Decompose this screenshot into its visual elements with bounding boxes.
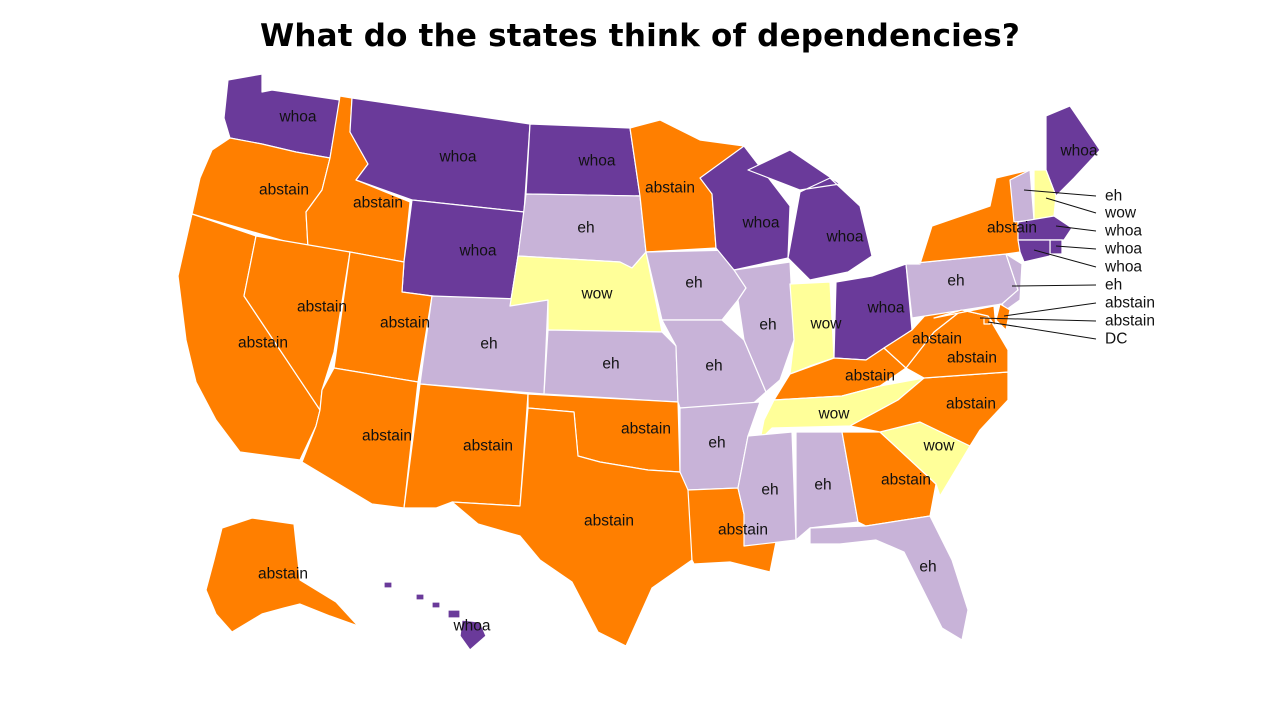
state-ma [1017,215,1073,241]
state-label-ok: abstain [621,421,671,438]
state-label-il: eh [759,317,776,334]
state-label-mn: abstain [645,180,695,197]
callout-label-de: abstain [1105,295,1155,312]
callout-label-md: abstain [1105,313,1155,330]
callout-label-nh: wow [1104,205,1137,222]
state-label-sc: wow [922,438,955,455]
state-label-co: eh [480,336,497,353]
state-label-sd: eh [577,220,594,237]
state-label-wy: whoa [458,243,496,260]
state-label-ak: abstain [258,566,308,583]
state-label-va: abstain [947,350,997,367]
callout-line-ma [1055,225,1097,232]
state-ri [1049,239,1063,255]
state-fl [809,515,969,641]
state-label-mi: whoa [825,229,863,246]
state-label-ny: abstain [987,220,1037,237]
state-label-ut: abstain [380,315,430,332]
state-label-ar: eh [708,435,725,452]
state-label-ky: abstain [845,368,895,385]
state-vt [1009,169,1035,223]
state-ct [1017,239,1051,263]
callout-line-ri [1055,245,1097,250]
state-label-tx: abstain [584,513,634,530]
callout-label-ma: whoa [1104,223,1142,240]
map-title: What do the states think of dependencies… [259,18,1021,54]
state-label-az: abstain [362,428,412,445]
labels-layer: whoa abstain abstain whoa whoa abstain whoa who… [238,109,1098,635]
state-label-hi: whoa [452,618,490,635]
callout-line-nh [1045,197,1097,214]
state-label-tn: wow [817,406,850,423]
state-label-nm: abstain [463,438,513,455]
state-tx [451,407,693,647]
state-label-nc: abstain [946,396,996,413]
callout-line-dc [987,321,1097,340]
state-label-wv: abstain [912,331,962,348]
state-az [301,367,419,509]
states-layer [177,73,1101,651]
state-label-al: eh [814,477,831,494]
state-label-or: abstain [259,182,309,199]
state-label-ne: wow [580,286,613,303]
state-hi [383,581,487,651]
state-mi [747,149,873,281]
state-ak [205,517,359,633]
callout-label-ct: whoa [1104,259,1142,276]
state-label-in: wow [809,316,842,333]
state-label-ca: abstain [238,335,288,352]
state-label-ga: abstain [881,472,931,489]
callout-label-dc: DC [1105,331,1127,348]
state-label-la: abstain [718,522,768,539]
state-label-oh: whoa [866,300,904,317]
callout-label-nj: eh [1105,277,1122,294]
state-al [795,431,859,541]
state-label-ms: eh [761,482,778,499]
state-dc [983,317,991,325]
callout-line-ct [1033,249,1097,268]
state-label-nv: abstain [297,299,347,316]
callout-label-vt: eh [1105,188,1122,205]
callout-line-vt [1023,189,1097,197]
state-label-wi: whoa [741,215,779,232]
state-label-me: whoa [1059,143,1097,160]
callout-line-nj [1011,284,1097,287]
state-nh [1033,169,1057,221]
state-label-wa: whoa [278,109,316,126]
state-md [933,305,1009,345]
callout-line-de [1003,302,1097,317]
state-in [789,281,835,375]
state-ms [737,431,797,547]
state-label-pa: eh [947,273,964,290]
callout-label-ri: whoa [1104,241,1142,258]
state-label-mo: eh [705,358,722,375]
callout-line-md [979,317,1097,322]
state-label-fl: eh [919,559,936,576]
state-label-nd: whoa [577,153,615,170]
state-label-ia: eh [685,275,702,292]
state-label-mt: whoa [438,149,476,166]
state-label-id: abstain [353,195,403,212]
state-label-ks: eh [602,356,619,373]
